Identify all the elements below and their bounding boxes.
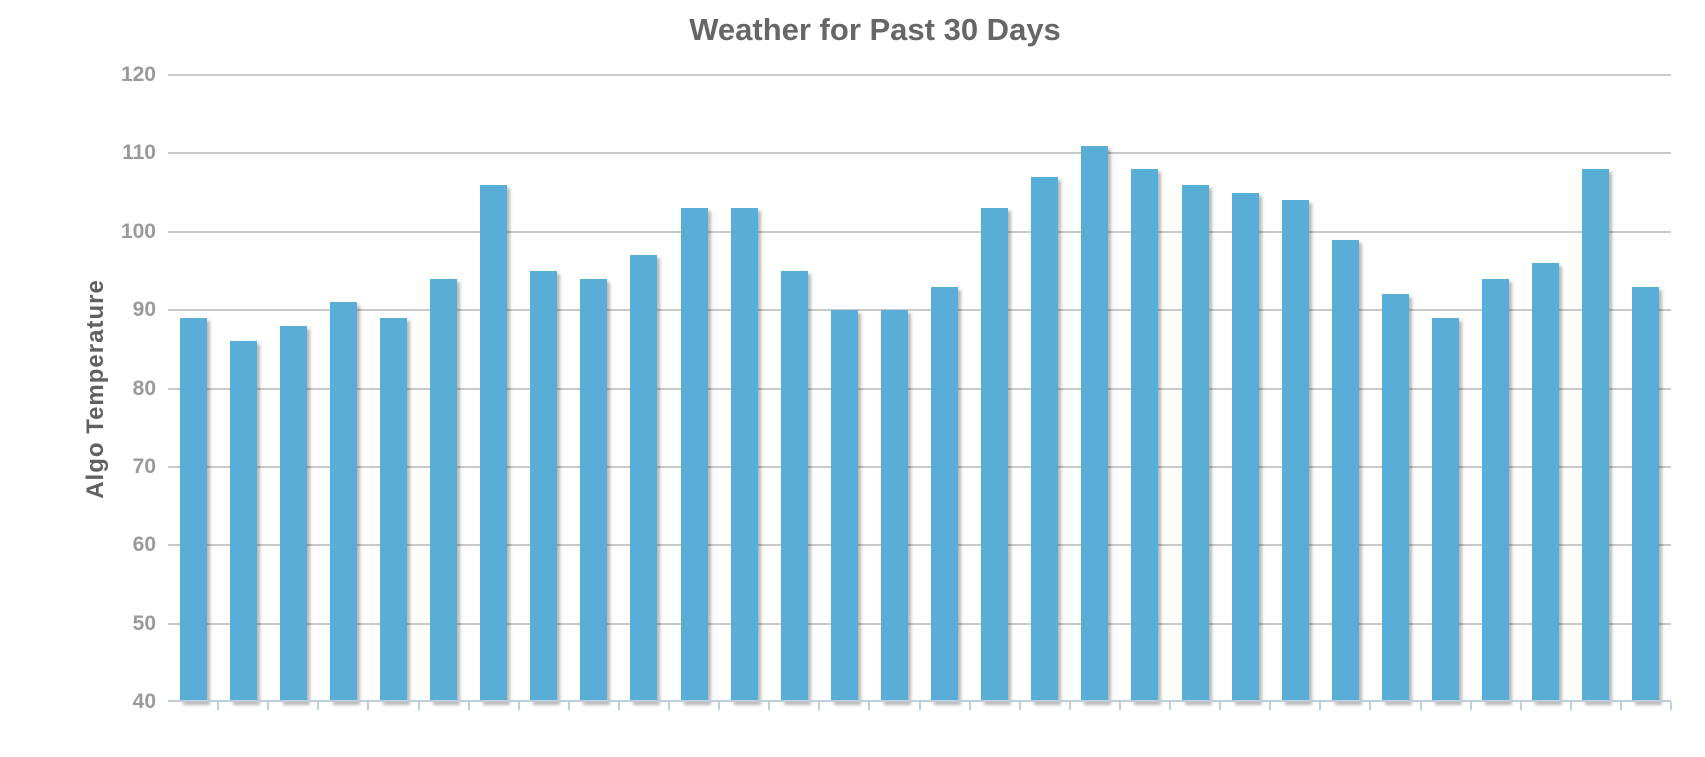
bar-day-7[interactable] <box>480 184 508 702</box>
bar-day-22[interactable] <box>1231 192 1259 702</box>
gridline-y-110 <box>168 152 1671 155</box>
bar-day-29[interactable] <box>1582 169 1610 702</box>
x-axis-tick <box>1068 702 1071 710</box>
gridline-y-60 <box>168 544 1671 547</box>
x-axis-tick <box>718 702 721 710</box>
x-axis-tick <box>1670 702 1672 710</box>
x-axis-tick <box>918 702 921 710</box>
x-axis-tick <box>968 702 971 710</box>
x-axis-tick <box>1118 702 1121 710</box>
bar-day-18[interactable] <box>1031 176 1059 702</box>
bar-day-5[interactable] <box>379 317 407 702</box>
bar-day-14[interactable] <box>830 310 858 702</box>
bar-day-23[interactable] <box>1281 200 1309 702</box>
x-axis-tick <box>1619 702 1622 710</box>
x-axis-tick <box>1419 702 1422 710</box>
x-axis-tick <box>617 702 620 710</box>
gridline-y-50 <box>168 622 1671 625</box>
gridline-y-90 <box>168 309 1671 312</box>
x-axis-tick <box>868 702 871 710</box>
y-tick-label-110: 110 <box>122 141 156 165</box>
x-axis-tick <box>1219 702 1222 710</box>
x-axis-tick <box>1319 702 1322 710</box>
gridline-y-70 <box>168 465 1671 468</box>
chart-title: Weather for Past 30 Days <box>689 12 1061 47</box>
x-axis-tick <box>1519 702 1522 710</box>
bar-day-19[interactable] <box>1081 145 1109 702</box>
x-axis-tick <box>367 702 370 710</box>
bar-day-15[interactable] <box>880 310 908 702</box>
x-axis-tick <box>768 702 771 710</box>
bar-day-4[interactable] <box>329 302 357 702</box>
x-axis-line <box>168 700 1671 702</box>
bar-day-17[interactable] <box>981 208 1009 702</box>
bar-day-8[interactable] <box>530 270 558 702</box>
x-axis-tick <box>217 702 220 710</box>
y-tick-label-60: 60 <box>132 533 156 557</box>
bar-day-12[interactable] <box>730 208 758 702</box>
y-tick-label-40: 40 <box>132 690 156 713</box>
bar-day-24[interactable] <box>1331 239 1359 702</box>
y-tick-label-70: 70 <box>132 454 156 478</box>
bar-day-26[interactable] <box>1432 317 1460 702</box>
y-tick-label-90: 90 <box>132 298 156 322</box>
bar-day-27[interactable] <box>1482 278 1510 702</box>
x-axis-tick <box>567 702 570 710</box>
x-axis-tick <box>1469 702 1472 710</box>
x-axis-tick <box>818 702 821 710</box>
plot-area <box>168 74 1672 710</box>
bar-day-2[interactable] <box>229 341 257 702</box>
y-tick-label-80: 80 <box>132 376 156 400</box>
x-axis-tick <box>267 702 270 710</box>
bar-day-13[interactable] <box>780 270 808 702</box>
bar-day-3[interactable] <box>279 325 307 702</box>
x-axis-tick <box>417 702 420 710</box>
y-tick-label-100: 100 <box>120 219 156 243</box>
bar-day-6[interactable] <box>430 278 458 702</box>
bar-day-20[interactable] <box>1131 169 1159 702</box>
bar-day-16[interactable] <box>931 286 959 702</box>
x-axis-tick <box>517 702 520 710</box>
x-axis-tick <box>1169 702 1171 710</box>
gridline-y-80 <box>168 387 1671 390</box>
bar-day-21[interactable] <box>1181 184 1209 702</box>
x-axis-tick <box>1269 702 1272 710</box>
bar-day-10[interactable] <box>630 255 658 702</box>
bar-day-30[interactable] <box>1632 286 1660 702</box>
bar-day-25[interactable] <box>1381 294 1409 702</box>
x-axis-tick <box>467 702 470 710</box>
x-axis-tick <box>1569 702 1572 710</box>
y-tick-label-50: 50 <box>132 611 156 635</box>
gridline-y-120 <box>168 74 1671 76</box>
gridline-y-100 <box>168 230 1671 233</box>
x-axis-tick <box>668 702 670 710</box>
bar-day-1[interactable] <box>179 317 207 702</box>
y-tick-label-120: 120 <box>120 63 156 86</box>
bar-day-9[interactable] <box>580 278 608 702</box>
bar-day-28[interactable] <box>1532 263 1560 702</box>
x-axis-tick <box>1369 702 1372 710</box>
bar-day-11[interactable] <box>680 208 708 702</box>
x-axis-tick <box>1018 702 1021 710</box>
x-axis-tick <box>317 702 320 710</box>
